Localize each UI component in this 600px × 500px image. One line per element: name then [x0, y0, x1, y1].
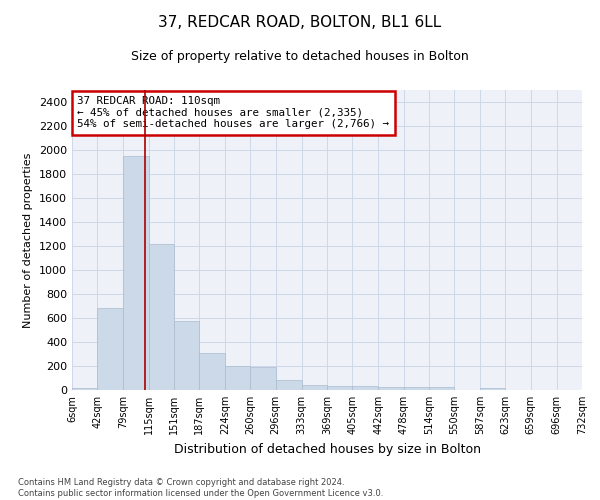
- Bar: [199, 354, 225, 390]
- Text: 37, REDCAR ROAD, BOLTON, BL1 6LL: 37, REDCAR ROAD, BOLTON, BL1 6LL: [158, 15, 442, 30]
- Bar: [149, 244, 174, 390]
- Bar: [302, 385, 327, 390]
- Bar: [327, 386, 352, 390]
- X-axis label: Distribution of detached houses by size in Bolton: Distribution of detached houses by size …: [173, 442, 481, 456]
- Bar: [404, 387, 429, 390]
- Text: Contains HM Land Registry data © Crown copyright and database right 2024.
Contai: Contains HM Land Registry data © Crown c…: [18, 478, 383, 498]
- Bar: [225, 366, 250, 390]
- Bar: [250, 366, 276, 390]
- Text: 37 REDCAR ROAD: 110sqm
← 45% of detached houses are smaller (2,335)
54% of semi-: 37 REDCAR ROAD: 110sqm ← 45% of detached…: [77, 96, 389, 129]
- Bar: [97, 308, 123, 390]
- Bar: [174, 321, 199, 390]
- Bar: [72, 388, 97, 390]
- Bar: [429, 388, 454, 390]
- Bar: [352, 386, 378, 390]
- Bar: [378, 386, 404, 390]
- Bar: [480, 388, 505, 390]
- Text: Size of property relative to detached houses in Bolton: Size of property relative to detached ho…: [131, 50, 469, 63]
- Y-axis label: Number of detached properties: Number of detached properties: [23, 152, 34, 328]
- Bar: [276, 380, 302, 390]
- Bar: [123, 156, 149, 390]
